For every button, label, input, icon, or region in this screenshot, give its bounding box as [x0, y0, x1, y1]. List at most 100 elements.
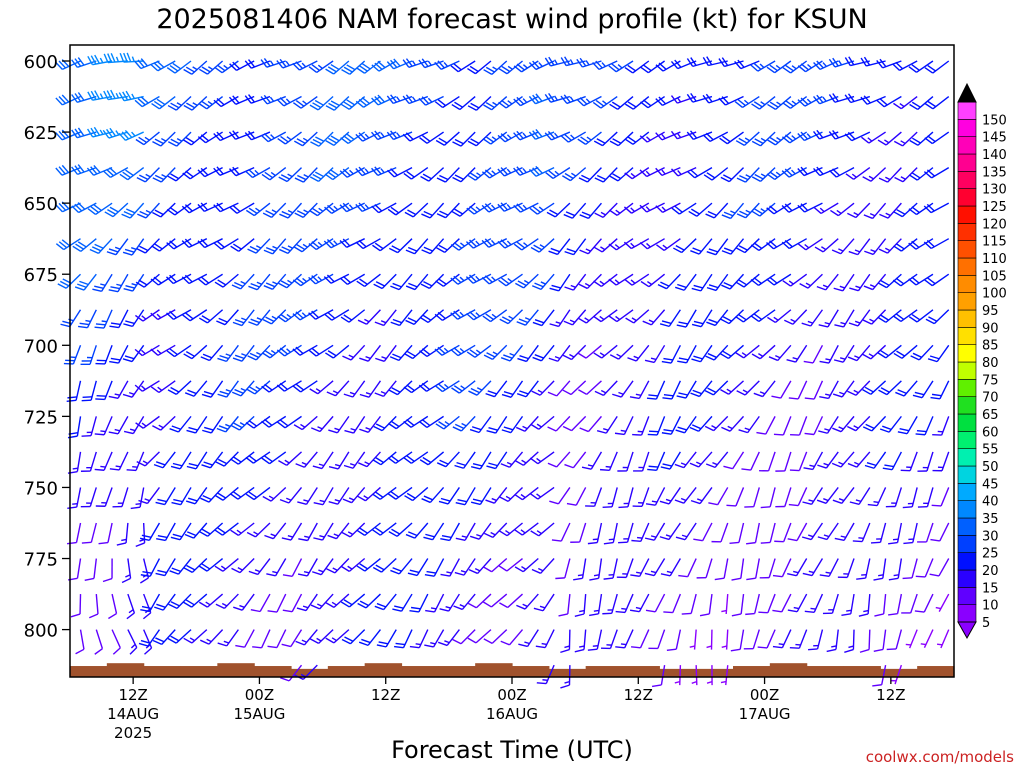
wind-barb: [499, 309, 524, 325]
barb-feather: [528, 131, 536, 140]
barb-feather: [515, 282, 525, 289]
barb-feather: [437, 99, 447, 107]
barb-feather: [138, 642, 149, 647]
colorbar-bottom-arrow: [957, 621, 977, 640]
barb-half-feather: [475, 312, 481, 317]
barb-feather: [908, 66, 917, 73]
barb-feather: [548, 357, 559, 362]
barb-feather: [214, 494, 224, 501]
barb-feather: [248, 570, 259, 576]
barb-feather: [106, 128, 113, 138]
barb-feather: [517, 357, 527, 363]
barb-half-feather: [427, 60, 432, 66]
barb-feather: [548, 170, 557, 178]
barb-feather: [899, 428, 910, 432]
wind-barb: [826, 629, 839, 653]
barb-feather: [390, 168, 398, 176]
wind-barb: [562, 344, 587, 361]
barb-feather: [387, 493, 397, 500]
barb-feather: [439, 608, 449, 612]
barb-feather: [355, 133, 364, 142]
wind-barb: [467, 167, 492, 181]
barb-feather: [771, 395, 781, 399]
barb-feather: [832, 168, 840, 176]
barb-feather: [294, 212, 304, 219]
wind-barb: [897, 416, 918, 435]
barb-feather: [615, 646, 625, 649]
barb-half-feather: [364, 461, 370, 465]
barb-feather: [849, 501, 860, 505]
wind-barb: [465, 238, 492, 249]
wind-barb: [308, 273, 334, 285]
barb-feather: [813, 206, 822, 214]
wind-barb: [879, 202, 902, 219]
barb-feather: [593, 280, 602, 288]
wind-barb: [197, 238, 223, 249]
wind-barb: [624, 167, 650, 180]
barb-feather: [531, 390, 541, 396]
barb-feather: [828, 131, 836, 140]
barb-half-feather: [602, 100, 608, 105]
barb-half-feather: [285, 98, 291, 104]
barb-feather: [721, 57, 729, 66]
wind-barb: [860, 95, 886, 105]
barb-feather: [797, 65, 806, 73]
wind-barb: [533, 593, 555, 612]
wind-barb: [312, 558, 334, 576]
barb-feather: [77, 325, 88, 329]
wind-barb: [738, 415, 760, 434]
wind-barb: [532, 309, 555, 327]
barb-half-feather: [192, 66, 198, 71]
barb-half-feather: [225, 389, 232, 393]
wind-barb: [57, 273, 82, 289]
barb-feather: [849, 287, 859, 292]
wind-barb: [292, 344, 318, 356]
barb-feather: [280, 313, 289, 321]
barb-half-feather: [506, 168, 512, 174]
terrain-segment: [512, 666, 550, 677]
wind-barb: [882, 451, 903, 471]
barb-half-feather: [334, 499, 340, 502]
wind-barb: [576, 57, 602, 68]
barb-half-feather: [460, 385, 466, 390]
barb-feather: [437, 60, 445, 69]
wind-barb: [434, 380, 460, 393]
wind-barb: [279, 487, 303, 504]
barb-feather: [858, 613, 869, 617]
barb-feather: [181, 276, 190, 284]
barb-half-feather: [537, 389, 543, 394]
barb-feather: [736, 247, 746, 254]
barb-feather: [327, 311, 336, 319]
barb-half-feather: [284, 459, 290, 464]
barb-feather: [308, 243, 317, 251]
barb-feather: [832, 499, 843, 504]
barb-feather: [386, 95, 394, 104]
wind-barb: [202, 415, 224, 434]
barb-feather: [185, 312, 194, 320]
wind-barb: [719, 344, 744, 360]
barb-half-feather: [459, 242, 465, 247]
barb-staff: [672, 593, 682, 613]
barb-feather: [185, 599, 195, 606]
colorbar-swatch: [957, 344, 977, 363]
barb-feather: [70, 613, 81, 618]
barb-feather: [292, 348, 301, 356]
barb-feather: [816, 285, 827, 291]
barb-feather: [739, 174, 749, 181]
barb-feather: [264, 534, 274, 540]
barb-half-feather: [633, 355, 639, 359]
barb-half-feather: [130, 643, 136, 649]
barb-half-feather: [317, 241, 323, 247]
barb-feather: [198, 68, 208, 75]
barb-feather: [533, 607, 544, 612]
wind-barb: [530, 522, 555, 537]
barb-feather: [343, 599, 353, 606]
barb-feather: [518, 318, 529, 324]
barb-feather: [103, 53, 109, 63]
wind-barb: [215, 593, 239, 610]
barb-feather: [377, 94, 385, 103]
barb-feather: [703, 174, 713, 181]
wind-barb: [630, 558, 650, 578]
barb-feather: [472, 463, 483, 467]
barb-feather: [359, 393, 370, 398]
